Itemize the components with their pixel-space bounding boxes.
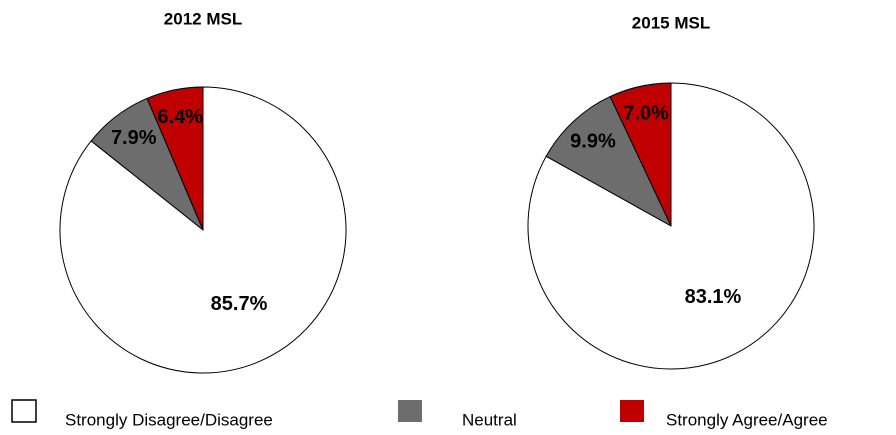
legend-swatch — [11, 399, 37, 423]
pie-slice — [527, 82, 815, 370]
data-label: 85.7% — [211, 293, 268, 315]
data-label: 6.4% — [157, 106, 203, 128]
chart-title: 2015 MSL — [632, 13, 710, 32]
data-label: 7.0% — [623, 103, 669, 125]
legend-label: Strongly Agree/Agree — [666, 410, 828, 429]
legend-label: Neutral — [462, 410, 517, 429]
data-label: 83.1% — [685, 286, 742, 308]
legend-swatch — [620, 400, 644, 422]
data-label: 9.9% — [570, 131, 616, 153]
pie-slice — [59, 86, 347, 374]
pie-slice — [545, 95, 673, 228]
legend-swatch — [398, 400, 422, 422]
legend-label: Strongly Disagree/Disagree — [65, 410, 273, 429]
data-label: 7.9% — [111, 127, 157, 149]
chart-title: 2012 MSL — [164, 9, 242, 28]
